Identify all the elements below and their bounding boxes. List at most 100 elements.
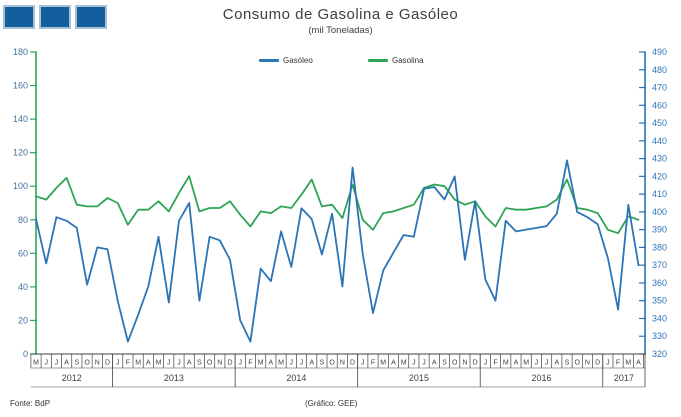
month-label: S — [565, 360, 570, 367]
y-axis-right-label: 380 — [652, 242, 667, 252]
month-label: D — [350, 360, 355, 367]
month-label: M — [380, 360, 386, 367]
month-label: J — [44, 360, 48, 367]
y-axis-left-label: 40 — [18, 282, 28, 292]
legend-label-gasolina: Gasolina — [392, 56, 424, 65]
month-label: D — [595, 360, 600, 367]
legend-item-gasolina: Gasolina — [368, 56, 424, 65]
month-label: A — [64, 360, 69, 367]
y-axis-left-label: 140 — [13, 114, 28, 124]
month-label: J — [177, 360, 181, 367]
y-axis-right-label: 440 — [652, 136, 667, 146]
month-label: A — [432, 360, 437, 367]
month-label: D — [473, 360, 478, 367]
month-label: N — [340, 360, 345, 367]
year-label: 2013 — [164, 373, 184, 383]
month-label: M — [523, 360, 529, 367]
page-subtitle: (mil Toneladas) — [308, 25, 373, 36]
month-label: S — [75, 360, 80, 367]
month-label: N — [585, 360, 590, 367]
legend-item-gasoleo: Gasóleo — [259, 56, 313, 65]
chart-legend: Gasóleo Gasolina — [0, 56, 681, 68]
month-label: M — [156, 360, 162, 367]
month-label: J — [484, 360, 488, 367]
y-axis-right-label: 330 — [652, 331, 667, 341]
gasolina-line-swatch-icon — [368, 59, 388, 62]
month-label: D — [105, 360, 110, 367]
month-label: O — [575, 360, 581, 367]
month-label: F — [616, 360, 620, 367]
y-axis-right-label: 470 — [652, 83, 667, 93]
y-axis-right-label: 320 — [652, 349, 667, 359]
month-label: J — [167, 360, 171, 367]
y-axis-left-label: 100 — [13, 181, 28, 191]
y-axis-right-label: 430 — [652, 154, 667, 164]
year-label: 2016 — [531, 373, 551, 383]
month-label: J — [300, 360, 304, 367]
y-axis-left-label: 60 — [18, 248, 28, 258]
month-label: J — [116, 360, 120, 367]
y-axis-right-label: 340 — [652, 313, 667, 323]
y-axis-right-label: 450 — [652, 118, 667, 128]
month-label: J — [535, 360, 539, 367]
y-axis-right-label: 360 — [652, 278, 667, 288]
logo-square-icon — [3, 5, 35, 29]
month-label: S — [320, 360, 325, 367]
year-label: 2017 — [614, 373, 634, 383]
y-axis-left-label: 160 — [13, 81, 28, 91]
month-label: J — [55, 360, 59, 367]
month-label: N — [95, 360, 100, 367]
month-label: N — [462, 360, 467, 367]
y-axis-right-label: 390 — [652, 225, 667, 235]
month-label: J — [606, 360, 610, 367]
month-label: M — [278, 360, 284, 367]
legend-label-gasoleo: Gasóleo — [283, 56, 313, 65]
month-label: O — [329, 360, 335, 367]
year-label: 2014 — [286, 373, 306, 383]
month-label: A — [187, 360, 192, 367]
month-label: A — [514, 360, 519, 367]
month-label: D — [227, 360, 232, 367]
y-axis-right-label: 400 — [652, 207, 667, 217]
month-label: M — [401, 360, 407, 367]
y-axis-right-label: 410 — [652, 189, 667, 199]
month-label: M — [33, 360, 39, 367]
month-label: J — [290, 360, 294, 367]
y-axis-right-label: 370 — [652, 260, 667, 270]
month-label: F — [126, 360, 130, 367]
year-label: 2015 — [409, 373, 429, 383]
month-label: M — [258, 360, 264, 367]
logo-square-icon — [75, 5, 107, 29]
month-label: S — [197, 360, 202, 367]
gasoleo-line — [35, 159, 640, 343]
month-label: A — [554, 360, 559, 367]
month-label: J — [545, 360, 549, 367]
y-axis-left-label: 180 — [13, 47, 28, 57]
y-axis-right-label: 460 — [652, 100, 667, 110]
month-label: M — [135, 360, 141, 367]
month-label: J — [238, 360, 242, 367]
month-label: F — [493, 360, 497, 367]
source-note: Fonte: BdP — [10, 399, 51, 408]
month-label: S — [442, 360, 447, 367]
month-label: A — [391, 360, 396, 367]
month-label: O — [207, 360, 213, 367]
y-axis-left-label: 120 — [13, 148, 28, 158]
y-axis-right-label: 480 — [652, 65, 667, 75]
y-axis-right-label: 350 — [652, 296, 667, 306]
y-axis-right-label: 490 — [652, 47, 667, 57]
month-label: A — [269, 360, 274, 367]
three-squares-logo — [3, 5, 107, 29]
gasoleo-line-swatch-icon — [259, 59, 279, 62]
y-axis-left-label: 20 — [18, 315, 28, 325]
month-label: M — [503, 360, 509, 367]
month-label: J — [422, 360, 426, 367]
y-axis-left-label: 80 — [18, 215, 28, 225]
month-label: F — [248, 360, 252, 367]
year-label: 2012 — [62, 373, 82, 383]
month-label: M — [625, 360, 631, 367]
y-axis-left-label: 0 — [23, 349, 28, 359]
month-label: J — [412, 360, 416, 367]
